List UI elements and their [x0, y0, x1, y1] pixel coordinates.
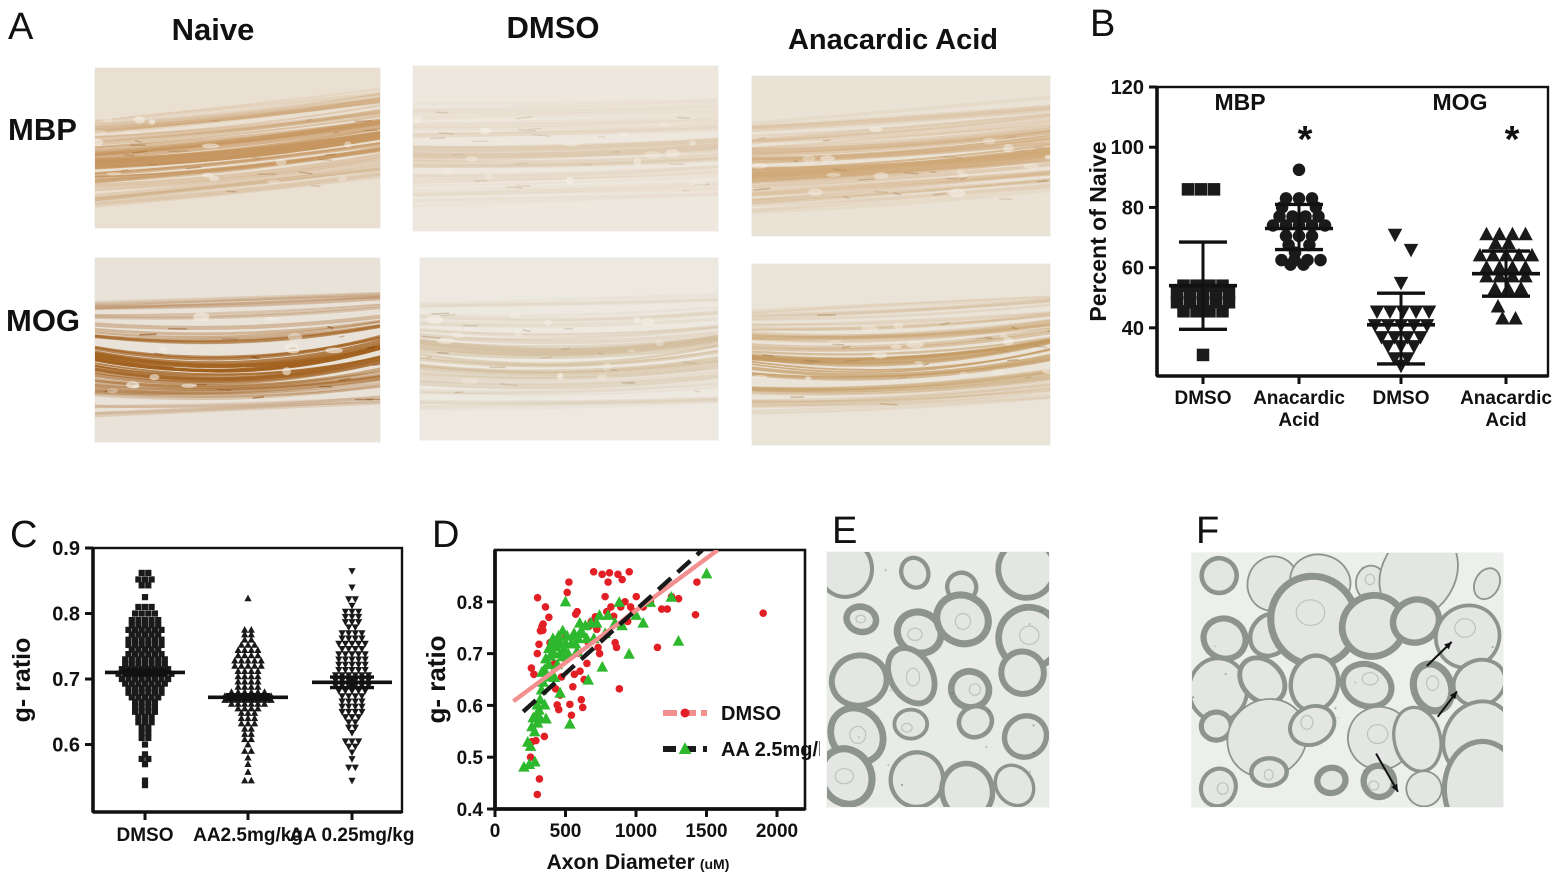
- svg-text:DMSO: DMSO: [1175, 388, 1232, 409]
- panel-c-dotplot: 0.6 0.7 0.8 0.9 g- ratio DMSO AA2.5mg/kg AA 0.2…: [0, 510, 420, 884]
- y-axis-label: g- ratio: [421, 635, 451, 723]
- group-aa2-5mg-kg: AA2.5mg/kg: [193, 594, 303, 846]
- legend: DMSO AA 2.5mg/kg: [663, 703, 820, 761]
- ihc-image-mbp-dmso: [413, 66, 718, 231]
- panel-c-letter: C: [10, 514, 38, 556]
- svg-text:0.4: 0.4: [457, 800, 484, 821]
- em-micrograph-f: [1192, 553, 1503, 807]
- trend-aa-2-5mg-kg: [521, 550, 704, 714]
- significance-asterisk: *: [1298, 119, 1313, 161]
- group-dmso: DMSO: [1169, 183, 1237, 409]
- svg-text:MBP: MBP: [1214, 89, 1265, 115]
- svg-text:DMSO: DMSO: [721, 703, 781, 725]
- ihc-image-mbp-naive: [95, 68, 380, 228]
- em-image-e: [827, 552, 1049, 807]
- svg-text:1500: 1500: [685, 821, 727, 842]
- svg-text:100: 100: [1111, 137, 1144, 159]
- annotation-arrow-1: [1426, 641, 1453, 667]
- svg-text:120: 120: [1111, 77, 1144, 99]
- panel-d-scatter: 0.4 0.5 0.6 0.7 0.8 0 500 1000 1500 2000 g- ratio A…: [420, 510, 820, 884]
- svg-text:AA 2.5mg/kg: AA 2.5mg/kg: [721, 739, 820, 761]
- panel-b-letter: B: [1090, 3, 1116, 45]
- series-aa-2-5mg-kg: [518, 567, 713, 772]
- svg-text:1000: 1000: [615, 821, 657, 842]
- svg-text:60: 60: [1122, 258, 1144, 280]
- svg-text:DMSO: DMSO: [117, 825, 174, 846]
- panel-d-chart-svg: 0.4 0.5 0.6 0.7 0.8 0 500 1000 1500 2000 g- ratio A…: [421, 548, 820, 874]
- ihc-micrograph-mbp-dmso: [413, 66, 718, 231]
- y-axis: 40 60 80 100 120: [1111, 77, 1157, 340]
- panel-b-dotplot: 40 60 80 100 120 Percent of Naive MBP MOG DMSO An…: [1086, 0, 1564, 450]
- annotation-arrow-3: [1375, 753, 1399, 793]
- svg-text:DMSO: DMSO: [1373, 388, 1430, 409]
- svg-text:0.7: 0.7: [457, 645, 483, 666]
- group-dmso: DMSO: [105, 569, 185, 846]
- svg-text:Acid: Acid: [1278, 410, 1319, 431]
- panel-a-letter: A: [8, 6, 34, 48]
- row-label-mbp: MBP: [8, 112, 77, 147]
- svg-text:0.9: 0.9: [52, 538, 80, 560]
- svg-text:2000: 2000: [756, 821, 798, 842]
- svg-text:40: 40: [1122, 318, 1144, 340]
- row-label-mog: MOG: [6, 303, 81, 338]
- column-header-naive: Naive: [171, 12, 255, 47]
- svg-text:0.7: 0.7: [52, 669, 80, 691]
- ihc-image-mog-naive: [95, 258, 380, 442]
- svg-text:80: 80: [1122, 197, 1144, 219]
- annotation-arrow-2: [1436, 690, 1458, 718]
- y-axis: 0.6 0.7 0.8 0.9: [52, 538, 93, 757]
- panel-e-letter: E: [832, 510, 858, 552]
- ihc-image-mog-dmso: [420, 258, 718, 440]
- group-aa-0-25mg-kg: AA 0.25mg/kg: [290, 568, 415, 846]
- column-header-anacardic-acid: Anacardic Acid: [787, 24, 999, 56]
- svg-text:MOG: MOG: [1433, 89, 1488, 115]
- x-axis-label: Axon Diameter (uM): [547, 851, 730, 874]
- svg-text:AA2.5mg/kg: AA2.5mg/kg: [193, 825, 303, 846]
- svg-text:0.6: 0.6: [457, 696, 483, 717]
- svg-text:0: 0: [490, 821, 501, 842]
- svg-text:0.8: 0.8: [457, 593, 483, 614]
- svg-text:Anacardic: Anacardic: [1460, 388, 1552, 409]
- ihc-image-mog-anacardic: [752, 264, 1050, 445]
- em-micrograph-e: [827, 552, 1049, 807]
- svg-text:Acid: Acid: [1485, 410, 1526, 431]
- y-axis-label: g- ratio: [8, 638, 36, 723]
- ihc-micrograph-mbp-anacardic: [752, 76, 1050, 236]
- svg-text:0.8: 0.8: [52, 604, 80, 626]
- column-header-dmso: DMSO: [506, 10, 600, 45]
- svg-text:0.6: 0.6: [52, 735, 80, 757]
- panel-f-letter: F: [1196, 510, 1220, 552]
- svg-text:AA 0.25mg/kg: AA 0.25mg/kg: [290, 825, 415, 846]
- panel-d-letter: D: [432, 514, 460, 556]
- em-image-f: [1192, 553, 1503, 807]
- trend-dmso: [512, 550, 720, 704]
- group-dmso: DMSO: [1367, 228, 1437, 409]
- ihc-micrograph-mbp-naive: [95, 68, 380, 228]
- ihc-image-mbp-anacardic: [752, 76, 1050, 236]
- y-axis-label: Percent of Naive: [1086, 141, 1111, 321]
- svg-text:500: 500: [550, 821, 582, 842]
- svg-text:Anacardic: Anacardic: [1253, 388, 1345, 409]
- ihc-micrograph-mog-anacardic: [752, 264, 1050, 445]
- significance-asterisk: *: [1505, 119, 1520, 161]
- ihc-micrograph-mog-naive: [95, 258, 380, 442]
- panel-b-chart-svg: 40 60 80 100 120 Percent of Naive MBP MOG DMSO An…: [1086, 77, 1552, 431]
- ihc-micrograph-mog-dmso: [420, 258, 718, 440]
- svg-text:0.5: 0.5: [457, 748, 484, 769]
